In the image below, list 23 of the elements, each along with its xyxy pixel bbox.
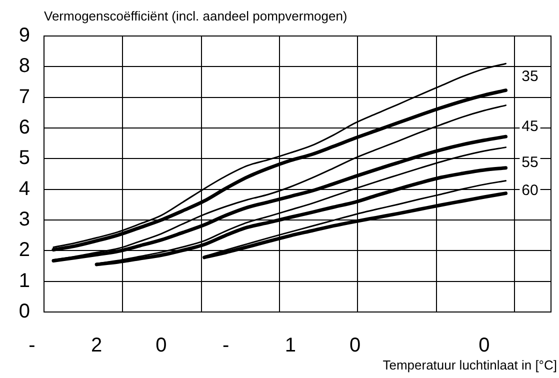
x-tick-label: 0 <box>156 334 167 357</box>
x-axis-title: Temperatuur luchtinlaat in [°C] <box>382 358 557 373</box>
y-tick-label: 3 <box>18 208 30 231</box>
x-tick-label: 1 <box>284 334 296 357</box>
y-tick-label: 1 <box>18 270 30 292</box>
x-tick-label: 0 <box>349 334 361 357</box>
y-axis-title: Vermogenscoëfficiënt (incl. aandeel pompvermogen) <box>44 8 348 24</box>
y-tick-label: 4 <box>18 178 30 200</box>
x-tick-label: - <box>28 334 36 357</box>
y-tick-label: 5 <box>18 147 30 170</box>
y-tick-label: 9 <box>18 24 30 47</box>
y-tick-label: 7 <box>18 86 30 108</box>
annotation: 35 <box>522 68 538 86</box>
y-tick-label: 0 <box>18 300 30 323</box>
y-tick-label: 8 <box>18 55 30 78</box>
y-tick-label: 6 <box>18 116 30 139</box>
y-tick-label: 2 <box>18 239 30 262</box>
annotation: 45 <box>522 118 538 136</box>
annotation: 55 <box>522 154 538 171</box>
x-tick-label: 0 <box>478 334 490 357</box>
x-tick-label: - <box>222 334 230 357</box>
x-tick-label: 2 <box>90 334 102 357</box>
annotation: 60 <box>522 182 538 200</box>
